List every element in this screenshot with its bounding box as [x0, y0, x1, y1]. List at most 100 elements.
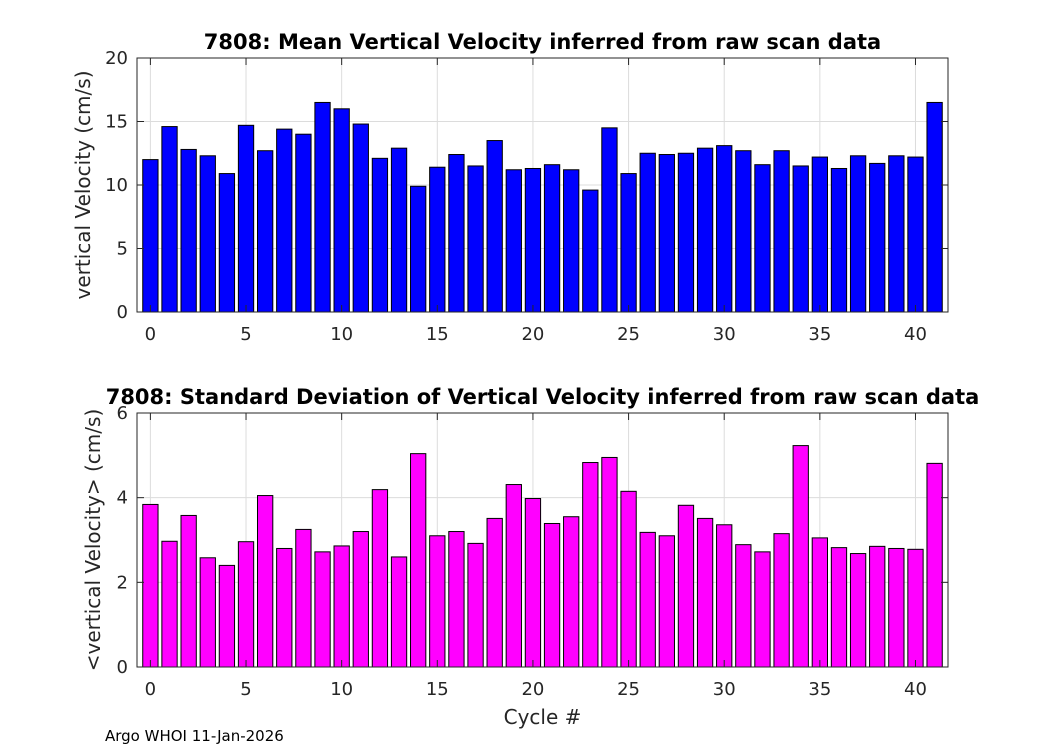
- bar-cycle-11: [352, 531, 369, 668]
- bar-cycle-21: [543, 164, 561, 313]
- bar-cycle-6: [257, 495, 274, 668]
- bar-cycle-25: [620, 173, 637, 313]
- bar-cycle-13: [390, 556, 408, 668]
- bar-cycle-28: [677, 152, 695, 313]
- y-tick-label: 20: [105, 48, 128, 69]
- bar-cycle-9: [314, 551, 331, 668]
- bar-cycle-32: [754, 551, 771, 668]
- bar-cycle-15: [429, 166, 446, 313]
- y-tick-label: 10: [105, 175, 128, 196]
- x-tick-label: 5: [240, 679, 251, 700]
- bar-cycle-25: [620, 490, 637, 668]
- bar-cycle-10: [333, 108, 350, 313]
- x-tick-label: 25: [617, 679, 640, 700]
- ticks: 0 5 10 15 20 25 30 35 40 0 2 4 6: [117, 403, 948, 700]
- y-tick-label: 4: [117, 488, 128, 509]
- ticks: 0 5 10 15 20 25 30 35 40 0 5 10 15 20: [105, 48, 948, 345]
- bar-cycle-27: [658, 154, 675, 313]
- bar-cycle-18: [486, 140, 503, 313]
- bar-cycle-33: [773, 150, 790, 313]
- x-tick-label: 0: [145, 324, 156, 345]
- x-tick-label: 5: [240, 324, 251, 345]
- bar-cycle-38: [869, 545, 886, 668]
- y-axis-label: <vertical Velocity> (cm/s): [81, 409, 105, 672]
- bar-cycle-22: [563, 516, 580, 668]
- x-tick-label: 35: [808, 679, 831, 700]
- bar-cycle-17: [467, 165, 484, 313]
- mean-velocity-chart: 0 5 10 15 20 25 30 35 40 0 5 10 15 20 7808: Mean Vert…: [71, 30, 949, 345]
- bar-cycle-41: [926, 101, 943, 313]
- bar-cycle-4: [218, 173, 236, 313]
- x-tick-label: 20: [521, 679, 544, 700]
- x-tick-label: 10: [330, 679, 353, 700]
- bar-cycle-8: [295, 528, 312, 668]
- bar-cycle-31: [735, 150, 752, 313]
- bar-cycle-15: [429, 535, 446, 668]
- bar-cycle-20: [524, 167, 542, 313]
- y-tick-label: 6: [117, 403, 128, 424]
- chart-title: 7808: Standard Deviation of Vertical Vel…: [106, 385, 980, 409]
- bar-cycle-39: [888, 155, 905, 313]
- bar-cycle-28: [677, 504, 695, 668]
- bar-cycle-26: [639, 152, 656, 313]
- bar-cycle-16: [448, 531, 465, 668]
- y-tick-label: 15: [105, 112, 128, 133]
- bar-cycle-36: [830, 167, 848, 313]
- bar-cycle-7: [276, 128, 293, 313]
- x-axis-label: Cycle #: [504, 705, 582, 729]
- bar-cycle-9: [314, 101, 331, 313]
- bar-cycle-35: [811, 537, 828, 668]
- bar-cycle-40: [907, 548, 924, 668]
- bar-cycle-33: [773, 533, 790, 668]
- bar-cycle-19: [505, 169, 522, 313]
- bar-cycle-10: [333, 545, 350, 668]
- bar-cycle-31: [735, 544, 752, 668]
- x-tick-label: 40: [904, 324, 927, 345]
- chart-title: 7808: Mean Vertical Velocity inferred fr…: [204, 30, 881, 54]
- bar-cycle-5: [237, 541, 255, 668]
- bar-cycle-16: [448, 154, 465, 313]
- bar-cycle-2: [180, 148, 197, 313]
- bar-cycle-18: [486, 517, 503, 668]
- y-tick-label: 5: [117, 239, 128, 260]
- bar-cycle-5: [237, 124, 255, 313]
- bar-cycle-20: [524, 498, 542, 668]
- y-axis-label: vertical Velocity (cm/s): [71, 71, 95, 300]
- bar-cycle-38: [869, 162, 886, 313]
- bar-cycle-34: [792, 445, 809, 668]
- bar-cycle-37: [849, 553, 867, 668]
- y-tick-label: 0: [117, 302, 128, 323]
- bar-cycle-21: [543, 522, 561, 668]
- axes-frame: [136, 412, 949, 668]
- bar-cycle-14: [410, 185, 427, 313]
- bar-cycle-14: [410, 453, 427, 668]
- x-tick-label: 20: [521, 324, 544, 345]
- bar-cycle-3: [199, 155, 216, 313]
- bar-cycle-17: [467, 542, 484, 668]
- bar-cycle-22: [563, 169, 580, 313]
- bar-cycle-35: [811, 156, 828, 313]
- bar-cycle-1: [161, 126, 178, 313]
- bar-cycle-34: [792, 165, 809, 313]
- bar-cycle-29: [696, 517, 714, 668]
- bar-cycle-8: [295, 133, 312, 313]
- bar-cycle-24: [601, 127, 618, 313]
- bar-cycle-19: [505, 484, 522, 668]
- bar-cycle-2: [180, 514, 197, 668]
- bars: [142, 101, 943, 313]
- bar-cycle-0: [142, 503, 159, 668]
- bar-cycle-40: [907, 156, 924, 313]
- bar-cycle-32: [754, 164, 771, 313]
- bar-cycle-12: [371, 157, 389, 313]
- bar-cycle-23: [582, 462, 599, 668]
- bar-cycle-30: [716, 145, 733, 313]
- bar-cycle-26: [639, 531, 656, 668]
- bar-cycle-39: [888, 547, 905, 668]
- x-tick-label: 15: [426, 324, 449, 345]
- x-tick-label: 10: [330, 324, 353, 345]
- bar-cycle-29: [696, 147, 714, 313]
- footer-credit: Argo WHOI 11-Jan-2026: [105, 727, 284, 745]
- bar-cycle-41: [926, 462, 943, 668]
- y-tick-label: 2: [117, 572, 128, 593]
